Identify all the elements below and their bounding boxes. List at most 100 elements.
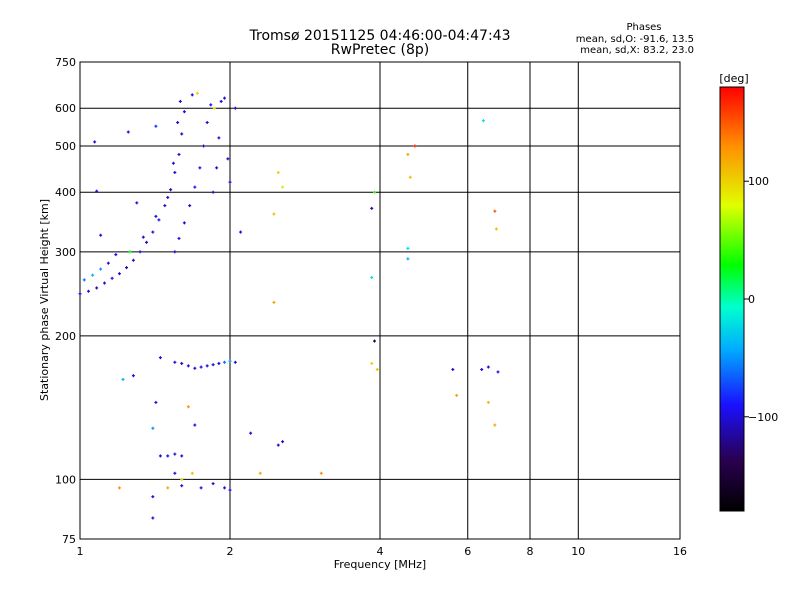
data-point — [99, 233, 103, 237]
data-point — [272, 212, 276, 216]
data-point — [233, 106, 237, 110]
x-tick-label: 6 — [464, 545, 471, 558]
data-point — [413, 144, 417, 148]
data-point — [223, 360, 227, 364]
data-point — [190, 93, 194, 97]
data-points — [78, 91, 500, 520]
data-point — [154, 124, 158, 128]
data-point — [173, 250, 177, 254]
data-point — [209, 103, 213, 107]
data-point — [190, 471, 194, 475]
data-point — [370, 361, 374, 365]
data-point — [205, 121, 209, 125]
y-tick-label: 75 — [62, 533, 76, 546]
chart-title: Tromsø 20151125 04:46:00-04:47:43 — [249, 28, 511, 44]
data-point — [186, 405, 190, 409]
data-point — [239, 230, 243, 234]
data-point — [180, 454, 184, 458]
data-point — [103, 281, 107, 285]
data-point — [141, 235, 145, 239]
data-point — [188, 204, 192, 208]
data-point — [177, 236, 181, 240]
data-point — [157, 218, 161, 222]
grid-lines — [80, 62, 680, 539]
data-point — [496, 370, 500, 374]
colorbar-ticks: 100 0 −100 — [744, 175, 778, 424]
data-point — [163, 204, 167, 208]
data-point — [91, 273, 95, 277]
data-point — [406, 246, 410, 250]
data-point — [171, 161, 175, 165]
data-point — [249, 431, 253, 435]
data-point — [211, 482, 215, 486]
data-point — [217, 361, 221, 365]
data-point — [173, 170, 177, 174]
data-point — [173, 471, 177, 475]
data-point — [117, 272, 121, 276]
data-point — [486, 365, 490, 369]
chart-subtitle: RwPretec (8p) — [331, 42, 429, 58]
x-tick-label: 2 — [227, 545, 234, 558]
data-point — [276, 443, 280, 447]
data-point — [228, 488, 232, 492]
y-tick-label: 200 — [55, 330, 76, 343]
data-point — [228, 180, 232, 184]
data-point — [86, 289, 90, 293]
data-point — [205, 364, 209, 368]
data-point — [199, 365, 203, 369]
colorbar-label: [deg] — [719, 72, 748, 85]
colorbar — [719, 86, 745, 512]
data-point — [211, 363, 215, 367]
data-point — [202, 144, 206, 148]
data-point — [180, 484, 184, 488]
data-point — [370, 276, 374, 280]
data-point — [166, 486, 170, 490]
data-point — [370, 206, 374, 210]
data-point — [481, 119, 485, 123]
data-point — [373, 339, 377, 343]
data-point — [199, 486, 203, 490]
data-point — [272, 300, 276, 304]
x-axis-label: Frequency [MHz] — [334, 558, 426, 571]
data-point — [78, 292, 82, 296]
data-point — [158, 356, 162, 360]
colorbar-tick-label: 100 — [748, 175, 769, 188]
y-tick-label: 750 — [55, 56, 76, 69]
x-tick-label: 1 — [77, 545, 84, 558]
data-point — [82, 278, 86, 282]
data-point — [166, 195, 170, 199]
phase-stats-o: mean, sd,O: -91.6, 13.5 — [576, 34, 694, 45]
data-point — [151, 495, 155, 499]
data-point — [373, 190, 377, 194]
data-point — [480, 367, 484, 371]
data-point — [180, 477, 184, 481]
data-point — [138, 250, 142, 254]
data-point — [219, 99, 223, 103]
phase-stats-x: mean, sd,X: 83.2, 23.0 — [580, 45, 694, 56]
data-point — [131, 258, 135, 262]
data-point — [217, 136, 221, 140]
data-point — [226, 157, 230, 161]
data-point — [223, 96, 227, 100]
data-point — [131, 374, 135, 378]
data-point — [154, 400, 158, 404]
data-point — [121, 377, 125, 381]
data-point — [451, 367, 455, 371]
data-point — [173, 452, 177, 456]
data-point — [151, 426, 155, 430]
data-point — [176, 121, 180, 125]
y-tick-label: 300 — [55, 246, 76, 259]
data-point — [212, 106, 216, 110]
data-point — [193, 366, 197, 370]
data-point — [486, 400, 490, 404]
data-point — [182, 221, 186, 225]
data-point — [151, 230, 155, 234]
data-point — [169, 188, 173, 192]
x-axis-ticks: 1 2 4 6 8 10 16 — [77, 545, 688, 558]
data-point — [95, 189, 99, 193]
data-point — [95, 286, 99, 290]
y-tick-label: 500 — [55, 140, 76, 153]
data-point — [493, 209, 497, 213]
x-tick-label: 8 — [527, 545, 534, 558]
